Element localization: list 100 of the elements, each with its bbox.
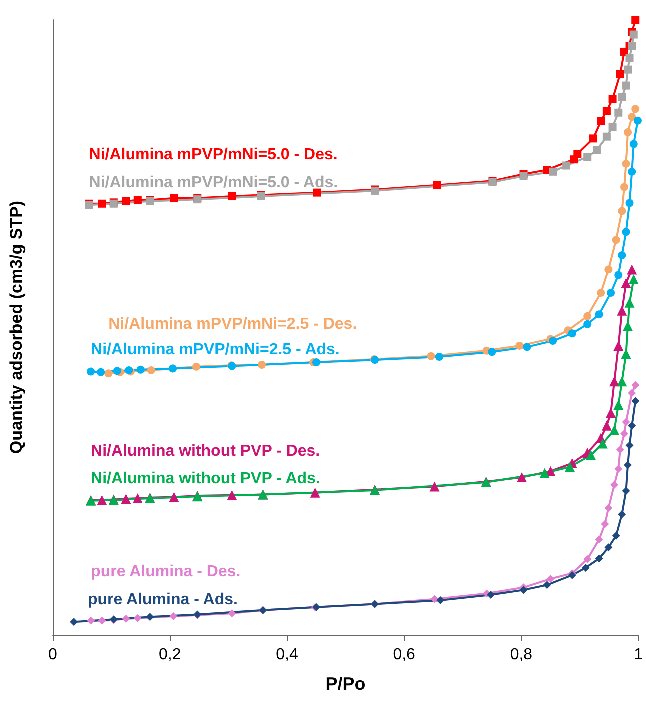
point	[132, 493, 143, 504]
point	[632, 105, 640, 114]
point	[121, 494, 132, 504]
point	[624, 298, 635, 308]
point	[610, 376, 620, 387]
point	[632, 16, 640, 24]
point	[98, 616, 106, 625]
point	[614, 464, 623, 473]
x-tick-label: 0,8	[510, 646, 533, 664]
point	[134, 196, 142, 204]
point	[568, 330, 576, 338]
point	[612, 236, 620, 244]
series-label: Ni/Alumina mPVP/mNi=5.0 - Des.	[89, 146, 338, 164]
point	[313, 188, 322, 197]
point	[192, 362, 200, 371]
point	[627, 264, 638, 275]
point	[608, 95, 617, 104]
point	[427, 352, 436, 360]
point	[549, 337, 558, 346]
point	[614, 108, 623, 117]
point	[134, 614, 142, 622]
point	[616, 446, 624, 454]
point	[614, 271, 623, 280]
point	[70, 618, 78, 626]
point	[620, 430, 628, 438]
point	[98, 200, 106, 208]
point	[632, 381, 640, 390]
point	[602, 132, 611, 141]
point	[612, 532, 620, 540]
point	[227, 490, 238, 500]
y-axis-title: Quantity adsorbed (cm3/g STP)	[7, 200, 26, 454]
x-tick-label: 0,2	[158, 646, 182, 664]
x-tick-label: 0,4	[276, 646, 298, 664]
point	[486, 591, 495, 600]
point	[228, 192, 236, 201]
series-label: Ni/Alumina without PVP - Des.	[91, 442, 320, 460]
point	[630, 30, 638, 39]
point	[122, 197, 130, 206]
x-tick-label: 0	[48, 646, 58, 664]
point	[543, 581, 552, 590]
series-label: Ni/Alumina mPVP/mNi=2.5 - Ads.	[91, 341, 340, 358]
point	[632, 397, 640, 406]
point	[597, 117, 606, 126]
point	[614, 400, 624, 410]
point	[621, 278, 632, 288]
point	[582, 564, 590, 572]
point	[622, 160, 630, 168]
point	[626, 199, 634, 208]
point	[628, 42, 636, 50]
x-tick-label: 1	[634, 646, 644, 664]
series-label: Ni/Alumina without PVP - Ads.	[91, 470, 320, 488]
point	[626, 54, 634, 62]
point	[601, 520, 610, 528]
point	[122, 615, 130, 624]
point	[604, 544, 613, 552]
point	[606, 408, 616, 418]
point	[516, 342, 524, 350]
point	[608, 123, 617, 132]
point	[624, 66, 632, 74]
point	[170, 612, 178, 621]
point	[430, 482, 440, 492]
point	[584, 320, 592, 328]
point	[620, 183, 628, 192]
point	[626, 442, 634, 450]
point	[113, 367, 122, 376]
point	[87, 368, 96, 376]
point	[147, 366, 156, 375]
point	[610, 480, 619, 489]
point	[602, 420, 612, 431]
point	[146, 613, 154, 622]
point	[628, 389, 636, 398]
point	[436, 596, 445, 605]
point	[520, 586, 528, 594]
point	[488, 348, 496, 356]
point	[97, 495, 108, 506]
point	[169, 492, 180, 502]
point	[623, 321, 634, 332]
point	[622, 418, 630, 426]
point	[622, 82, 630, 90]
point	[630, 140, 638, 148]
point	[523, 343, 532, 352]
point	[565, 462, 576, 472]
point	[584, 555, 592, 564]
point	[595, 536, 604, 544]
point	[607, 289, 616, 298]
point	[258, 361, 266, 370]
point	[634, 116, 642, 125]
point	[618, 252, 626, 260]
point	[598, 438, 608, 449]
point	[595, 310, 604, 319]
point	[616, 70, 624, 78]
point	[136, 366, 145, 374]
point	[610, 425, 620, 436]
point	[622, 228, 630, 236]
series-label: pure Alumina - Ads.	[88, 592, 238, 609]
point	[624, 461, 632, 470]
point	[540, 468, 550, 478]
point	[433, 181, 442, 190]
point	[310, 488, 320, 498]
point	[562, 162, 571, 170]
